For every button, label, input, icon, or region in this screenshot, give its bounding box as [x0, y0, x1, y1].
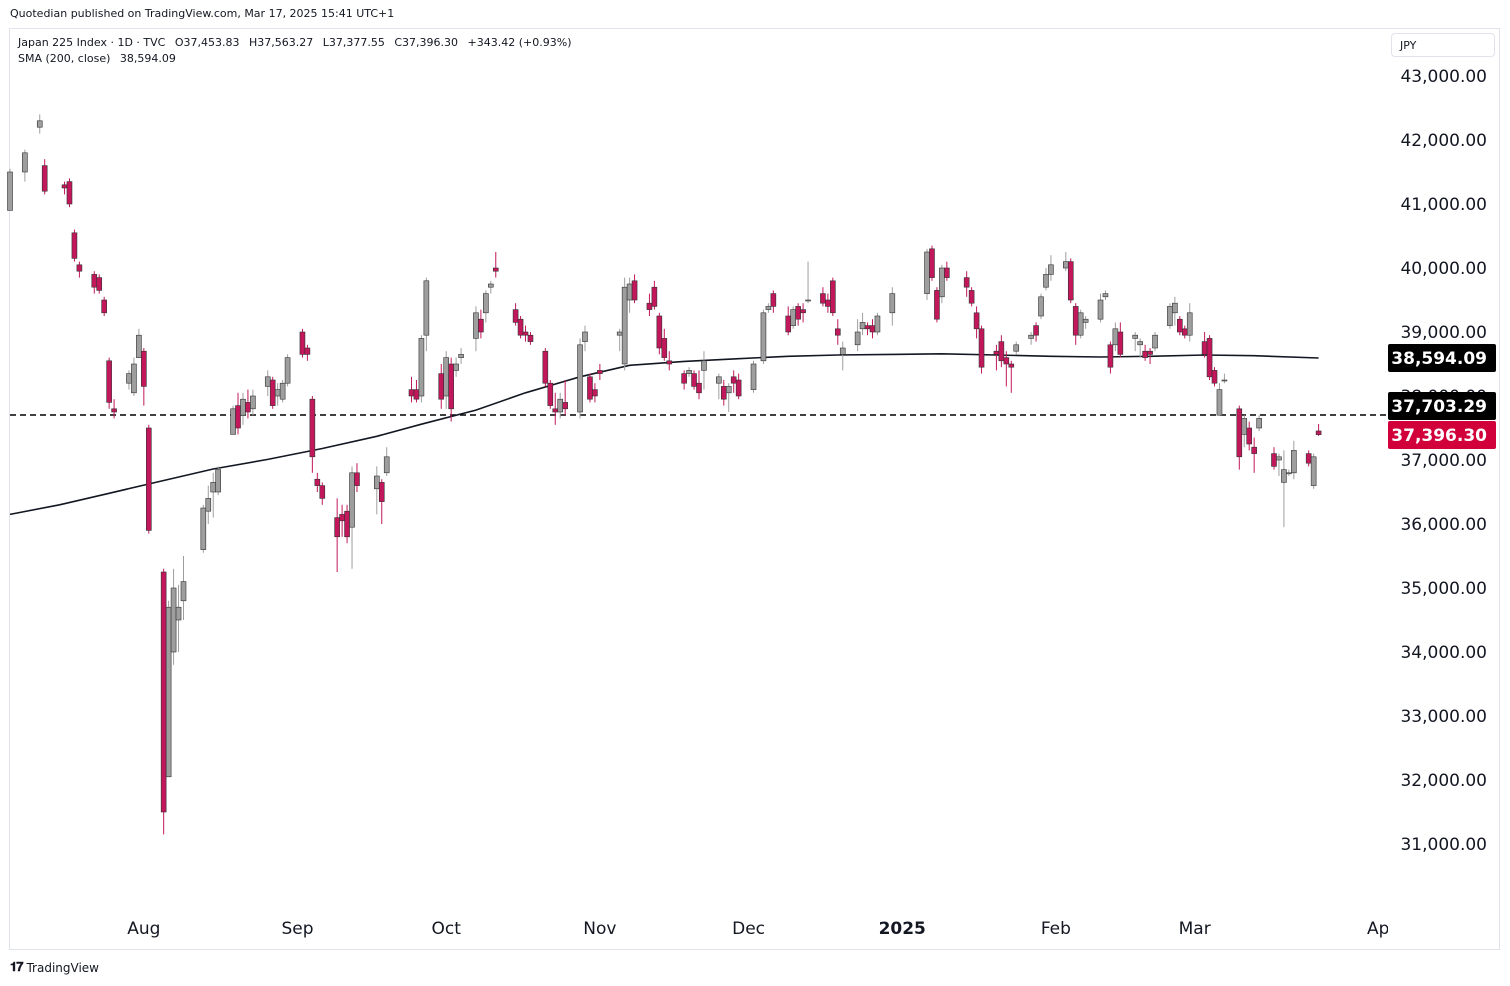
chart-frame	[9, 28, 1500, 950]
symbol-name[interactable]: Japan 225 Index · 1D · TVC	[18, 36, 166, 49]
high-value: H37,563.27	[248, 36, 314, 49]
symbol-legend-row: Japan 225 Index · 1D · TVC O37,453.83 H3…	[18, 35, 578, 51]
tradingview-footer[interactable]: 𝟏𝟕 TradingView	[10, 960, 99, 975]
low-value: L37,377.55	[322, 36, 385, 49]
sma-label[interactable]: SMA (200, close)	[18, 52, 111, 65]
chart-legend: Japan 225 Index · 1D · TVC O37,453.83 H3…	[18, 35, 578, 67]
tradingview-logo-text: TradingView	[26, 960, 99, 975]
sma-legend-row: SMA (200, close) 38,594.09	[18, 51, 578, 67]
tradingview-logo-icon: 𝟏𝟕	[10, 960, 24, 975]
close-value: C37,396.30	[394, 36, 459, 49]
open-value: O37,453.83	[174, 36, 240, 49]
sma-value: 38,594.09	[119, 52, 176, 65]
publisher-caption: Quotedian published on TradingView.com, …	[10, 7, 395, 20]
change-value: +343.42 (+0.93%)	[467, 36, 572, 49]
currency-selector[interactable]: JPY	[1391, 33, 1495, 57]
